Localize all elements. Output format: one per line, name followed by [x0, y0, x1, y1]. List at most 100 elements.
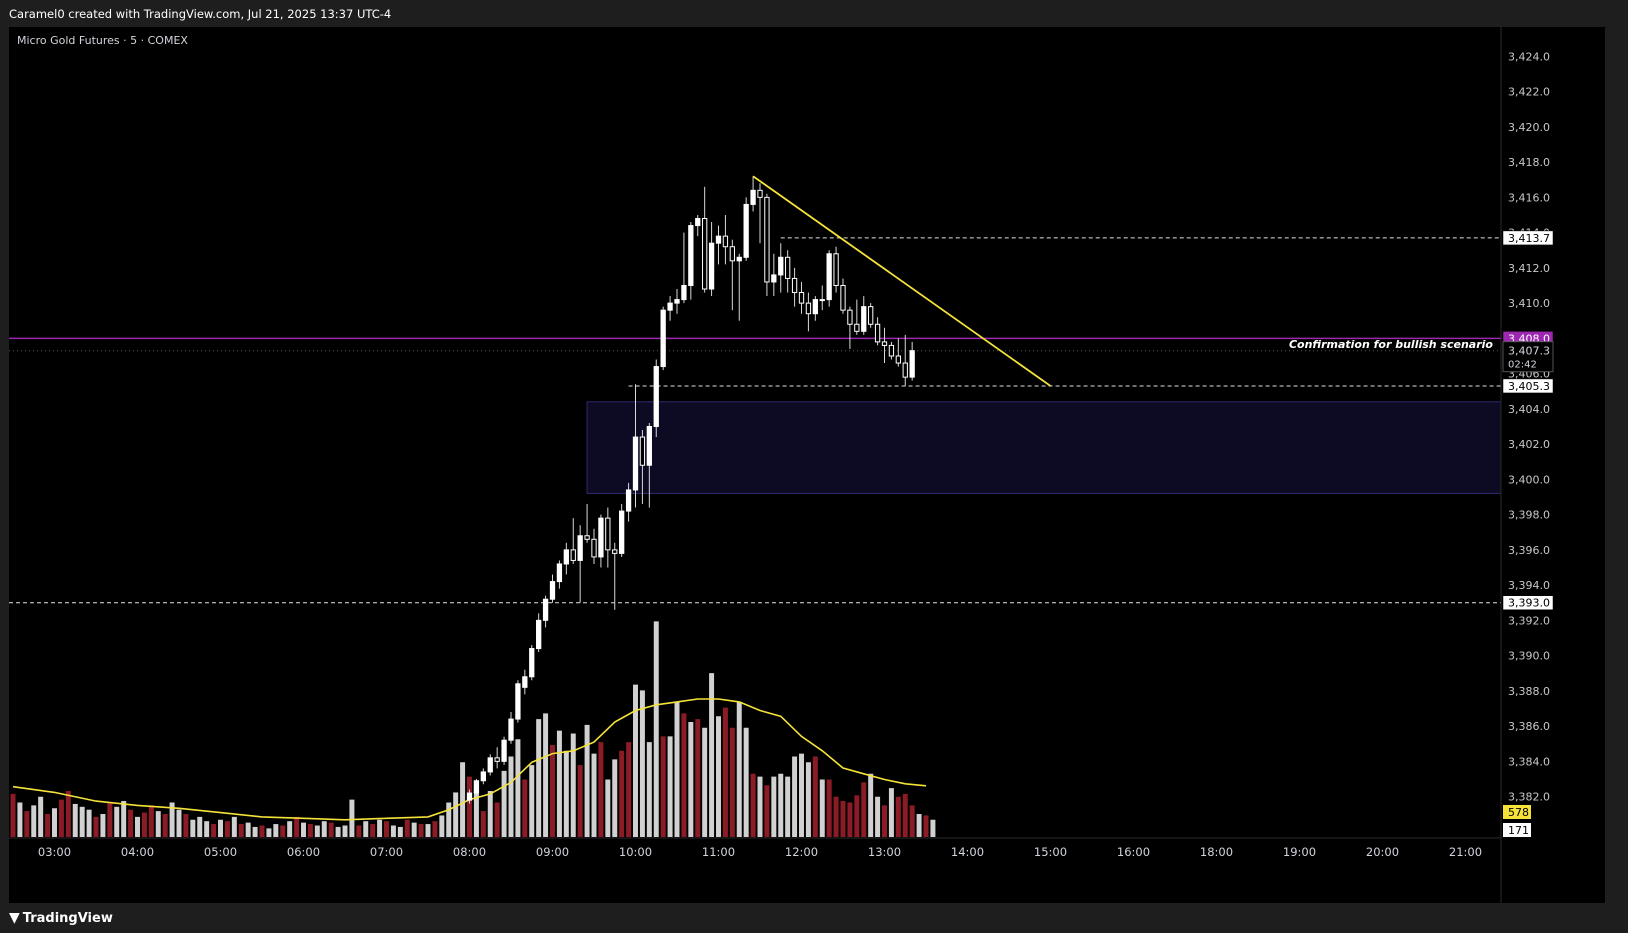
volume-bar	[639, 690, 645, 837]
candle-down	[888, 344, 895, 357]
support-dashed-level-label: 3,393.0	[1508, 597, 1550, 610]
volume-bar	[231, 816, 237, 837]
volume-bar	[93, 816, 99, 837]
candle-up	[771, 274, 777, 283]
tradingview-logo[interactable]: ▼ TradingView	[9, 910, 113, 926]
price-tick-label: 3,386.0	[1508, 720, 1550, 733]
volume-bar	[266, 828, 272, 837]
volume-bar	[577, 765, 583, 837]
volume-bar	[439, 815, 445, 837]
level-layer	[9, 237, 1501, 604]
volume-bar	[716, 716, 721, 837]
candle-up	[660, 309, 666, 368]
price-tick-label: 3,420.0	[1508, 121, 1550, 134]
volume-bar	[390, 825, 396, 837]
bottom-bar: ▼ TradingView	[0, 903, 1628, 933]
trendline-layer	[752, 175, 1052, 387]
candle-up	[536, 619, 542, 650]
volume-bar	[135, 816, 140, 837]
volume-bar	[480, 811, 486, 837]
volume-ma-line	[12, 698, 927, 821]
volume-bar	[321, 821, 327, 837]
volume-bar	[771, 776, 777, 837]
volume-bar	[280, 825, 286, 837]
volume-layer	[10, 621, 936, 837]
volume-bar	[605, 779, 611, 837]
volume-bar	[349, 799, 355, 837]
candle-up	[508, 718, 514, 741]
volume-bar	[681, 713, 687, 837]
volume-bar	[141, 812, 147, 837]
candle-down	[902, 362, 908, 378]
candle-up	[625, 489, 632, 512]
upper-dashed-level-label: 3,413.7	[1508, 232, 1550, 245]
volume-bar	[847, 802, 853, 837]
price-tick-label: 3,390.0	[1508, 650, 1550, 663]
candle-up	[743, 203, 749, 258]
volume-bar	[805, 762, 811, 837]
candle-up	[688, 225, 694, 286]
volume-bar	[10, 793, 16, 837]
candle-up	[487, 757, 493, 773]
support-dashed-level-tag	[1502, 595, 1554, 610]
annotation-text: Confirmation for bullish scenario	[1289, 338, 1493, 351]
chart-canvas[interactable]: 3,382.0 3,384.0 3,386.0 3,388.0 3,390.0 3,392…	[9, 27, 1605, 903]
candle-down	[895, 355, 901, 364]
volume-bar	[709, 673, 715, 837]
volume-bar	[314, 825, 320, 837]
volume-bar	[252, 826, 258, 837]
candle-up	[667, 302, 673, 311]
volume-ma-label: 171	[1508, 824, 1529, 837]
volume-bar	[895, 796, 901, 837]
time-tick-label: 12:00	[785, 845, 818, 859]
chart-frame[interactable]: 3,382.0 3,384.0 3,386.0 3,388.0 3,390.0 3,392…	[9, 27, 1605, 903]
volume-bar	[909, 805, 915, 837]
candle-up	[619, 510, 625, 554]
current-price-tag	[1502, 341, 1554, 373]
candle-up	[909, 350, 915, 378]
volume-bar	[397, 826, 403, 837]
time-tick-label: 05:00	[204, 845, 237, 859]
volume-value-tag	[1503, 805, 1531, 819]
candle-up	[778, 256, 784, 276]
volume-bar	[287, 821, 293, 837]
volume-bar	[425, 824, 431, 837]
volume-bar	[743, 727, 749, 837]
volume-bar	[888, 788, 894, 837]
volume-bar	[377, 819, 383, 837]
volume-bar	[107, 802, 113, 837]
volume-bar	[646, 742, 652, 837]
candle-up	[861, 306, 867, 332]
candle-down	[584, 535, 590, 540]
volume-bar	[736, 701, 742, 837]
volume-bar	[660, 736, 666, 837]
time-tick-label: 07:00	[370, 845, 403, 859]
candle-up	[522, 676, 528, 688]
candle-down	[798, 292, 805, 304]
time-tick-label: 09:00	[536, 845, 569, 859]
volume-bar	[875, 796, 881, 837]
candle-down	[833, 253, 839, 286]
time-tick-label: 11:00	[702, 845, 735, 859]
volume-bar	[453, 792, 459, 837]
volume-bar	[273, 824, 279, 837]
candle-down	[847, 309, 853, 325]
volume-bar	[674, 701, 680, 837]
time-tick-label: 14:00	[951, 845, 984, 859]
volume-bar	[819, 779, 825, 837]
volume-bar	[799, 753, 804, 837]
volume-bar	[612, 759, 618, 837]
volume-bar	[245, 822, 251, 837]
candle-down	[591, 538, 597, 558]
trendline	[752, 175, 1052, 387]
price-tick-label: 3,382.0	[1508, 791, 1550, 804]
price-tick-label: 3,422.0	[1508, 86, 1550, 99]
price-tick-label: 3,392.0	[1508, 614, 1550, 627]
volume-bar	[148, 805, 154, 837]
lower-dashed-level-tag	[1502, 378, 1554, 394]
volume-bar	[653, 621, 659, 837]
candle-up	[708, 242, 715, 290]
time-tick-label: 16:00	[1117, 845, 1150, 859]
volume-bar	[72, 803, 78, 837]
volume-bar	[854, 795, 860, 837]
